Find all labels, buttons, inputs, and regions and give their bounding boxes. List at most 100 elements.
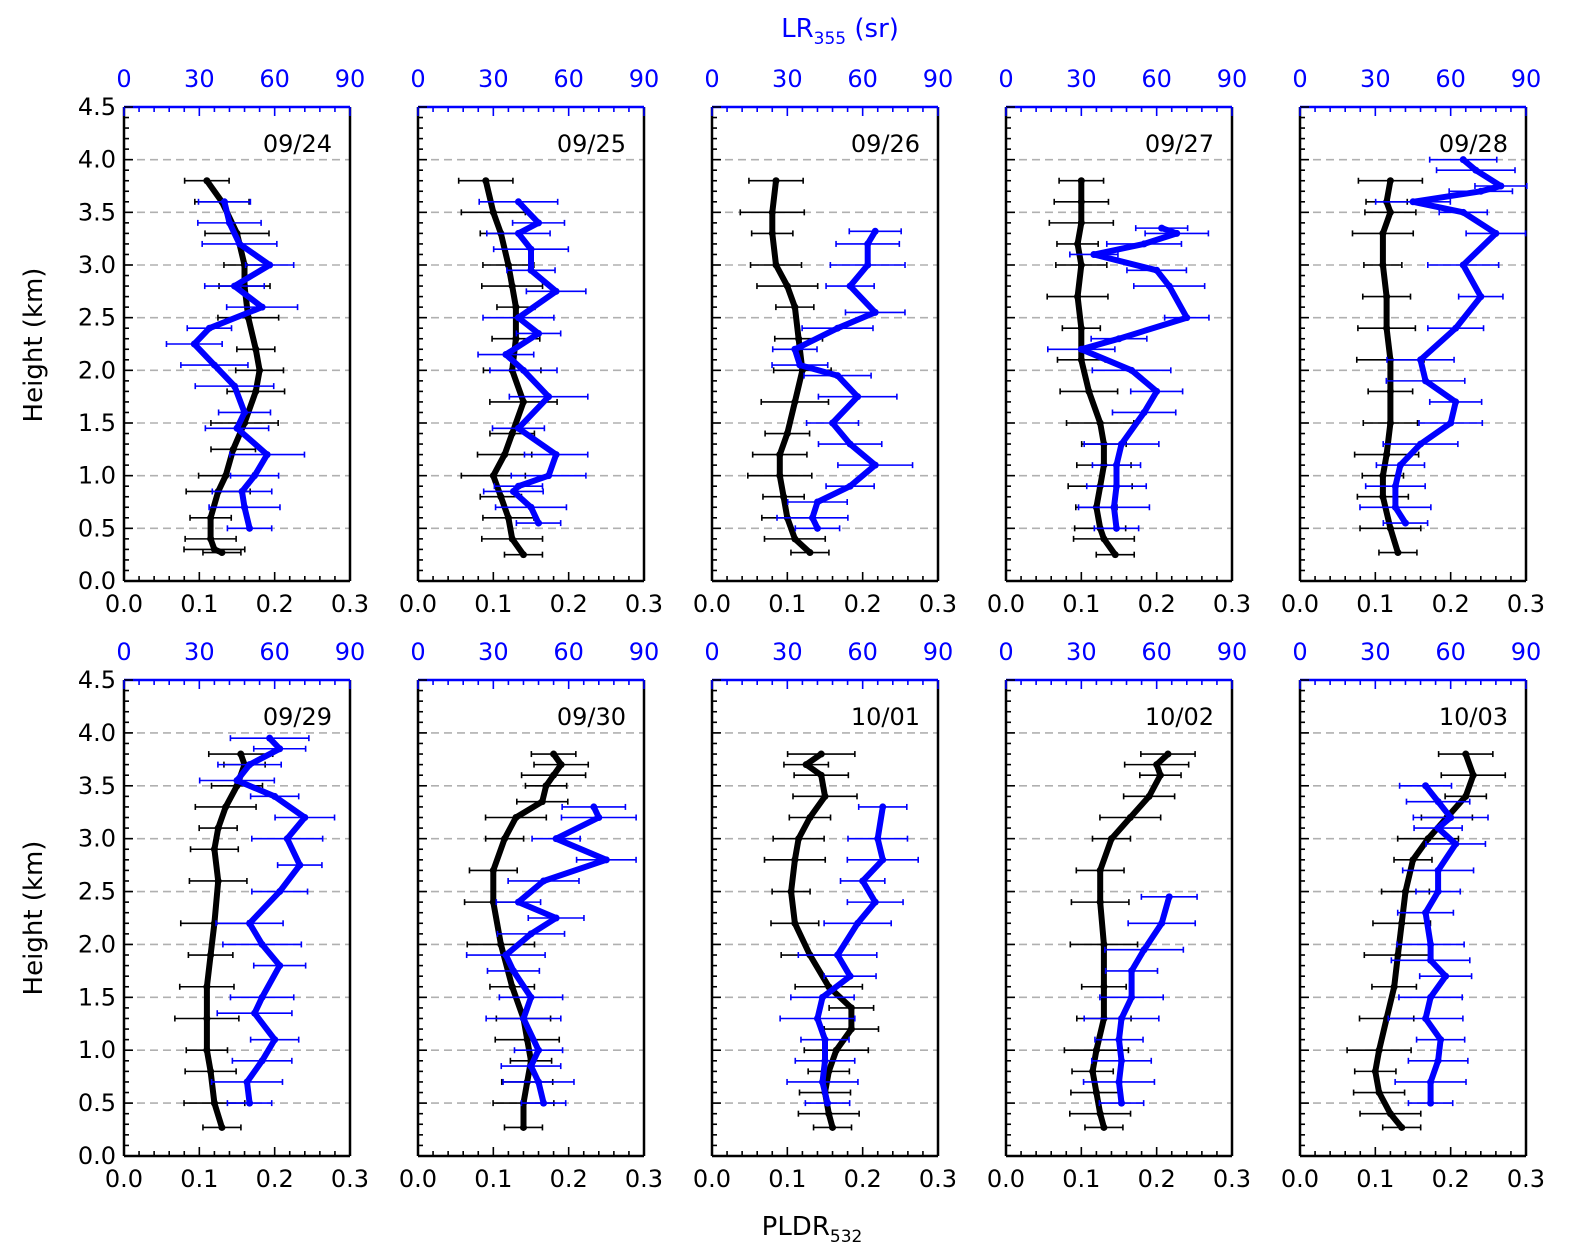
pldr-point	[523, 1036, 531, 1044]
lr-point	[258, 1057, 266, 1065]
lr-point	[1396, 461, 1404, 469]
pldr-point	[806, 549, 814, 557]
top-tick-label: 60	[1435, 638, 1466, 666]
lr-point	[813, 1014, 821, 1022]
top-tick-label: 90	[335, 65, 366, 93]
pldr-point	[1386, 208, 1394, 216]
pldr-point	[1096, 1110, 1104, 1118]
lr-point	[241, 503, 249, 511]
lr-point	[527, 930, 535, 938]
pldr-series	[457, 177, 558, 559]
pldr-point	[497, 940, 505, 948]
top-tick-label: 60	[1435, 65, 1466, 93]
pldr-point	[1375, 1046, 1383, 1054]
lr-point	[190, 340, 198, 348]
pldr-point	[1153, 761, 1161, 769]
top-tick-label: 60	[847, 65, 878, 93]
x-tick-label: 0.0	[105, 590, 143, 618]
panel-09-24: 0.0 0.1 0.2 0.3 0 30 60 90 0.0 0.5 1.0 1.5 2.0 2.5 3.0…	[78, 65, 369, 618]
pldr-point	[557, 761, 565, 769]
lr-point	[854, 393, 862, 401]
pldr-point	[1379, 472, 1387, 480]
lr-line	[234, 735, 308, 1107]
lr-point	[241, 408, 249, 416]
x-tick-label: 0.0	[987, 590, 1025, 618]
pldr-point	[1390, 983, 1398, 991]
pldr-series	[183, 177, 286, 557]
lr-point	[220, 198, 228, 206]
lr-point	[854, 919, 862, 927]
pldr-point	[1077, 198, 1085, 206]
pldr-point	[1092, 1089, 1100, 1097]
lr-point	[514, 482, 522, 490]
pldr-point	[1383, 451, 1391, 459]
lr-point	[813, 524, 821, 532]
lr-point	[871, 461, 879, 469]
lr-point	[225, 219, 233, 227]
top-tick-label: 60	[1141, 65, 1172, 93]
lr-point	[1477, 293, 1485, 301]
pldr-point	[791, 398, 799, 406]
pldr-point	[1379, 493, 1387, 501]
pldr-point	[806, 814, 814, 822]
lr-point	[1492, 229, 1500, 237]
top-tick-label: 90	[629, 65, 660, 93]
pldr-series	[174, 750, 274, 1131]
lr-point	[230, 282, 238, 290]
pldr-point	[210, 1099, 218, 1107]
lr-point	[1391, 482, 1399, 490]
lr-point	[1447, 814, 1455, 822]
y-tick-label: 3.5	[78, 198, 116, 226]
y-tick-label: 3.0	[78, 825, 116, 853]
lr-point	[1173, 229, 1181, 237]
top-axis-title: LR355 (sr)	[781, 14, 899, 49]
pldr-point	[1164, 750, 1172, 758]
lr-point	[1391, 503, 1399, 511]
y-tick-label: 0.0	[78, 1142, 116, 1170]
lr-point	[1128, 967, 1136, 975]
x-tick-label: 0.2	[1432, 1165, 1470, 1193]
lr-point	[874, 835, 882, 843]
lr-point	[859, 877, 867, 885]
panel-09-28: 0.0 0.1 0.2 0.3 0 30 60 90 09/28	[1281, 65, 1545, 618]
x-tick-label: 0.1	[1062, 590, 1100, 618]
lr-point	[796, 361, 804, 369]
y-tick-label: 0.5	[78, 514, 116, 542]
lr-point	[1128, 993, 1136, 1001]
lr-point	[1140, 946, 1148, 954]
pldr-point	[501, 451, 509, 459]
pldr-point	[252, 345, 260, 353]
panel-09-29: 0.0 0.1 0.2 0.3 0 30 60 90 0.0 0.5 1.0 1.5 2.0 2.5 3.0…	[78, 638, 369, 1193]
x-tick-label: 0.2	[550, 1165, 588, 1193]
lr-point	[552, 914, 560, 922]
lr-point	[1417, 356, 1425, 364]
lr-point	[1477, 187, 1485, 195]
y-tick-label: 3.0	[78, 251, 116, 279]
pldr-point	[1383, 324, 1391, 332]
lr-point	[519, 1014, 527, 1022]
top-tick-label: 30	[1360, 65, 1391, 93]
pldr-point	[847, 1004, 855, 1012]
date-label: 09/28	[1439, 130, 1508, 158]
x-tick-label: 0.1	[1062, 1165, 1100, 1193]
lr-point	[258, 303, 266, 311]
lr-point	[1497, 182, 1505, 190]
lr-point	[527, 503, 535, 511]
x-tick-label: 0.0	[1281, 1165, 1319, 1193]
lr-point	[871, 898, 879, 906]
lr-point	[1459, 156, 1467, 164]
lr-point	[808, 514, 816, 522]
pldr-point	[203, 1046, 211, 1054]
lr-point	[1115, 1036, 1123, 1044]
lr-point	[1452, 324, 1460, 332]
lr-point	[296, 861, 304, 869]
panel-10-01: 0.0 0.1 0.2 0.3 0 30 60 90 10/01	[693, 638, 957, 1193]
top-tick-label: 0	[1292, 638, 1307, 666]
pldr-point	[1386, 524, 1394, 532]
lr-point	[1434, 888, 1442, 896]
lr-point	[1427, 940, 1435, 948]
top-tick-label: 0	[704, 65, 719, 93]
pldr-point	[542, 782, 550, 790]
date-label: 10/02	[1145, 703, 1214, 731]
lr-series	[477, 198, 589, 527]
